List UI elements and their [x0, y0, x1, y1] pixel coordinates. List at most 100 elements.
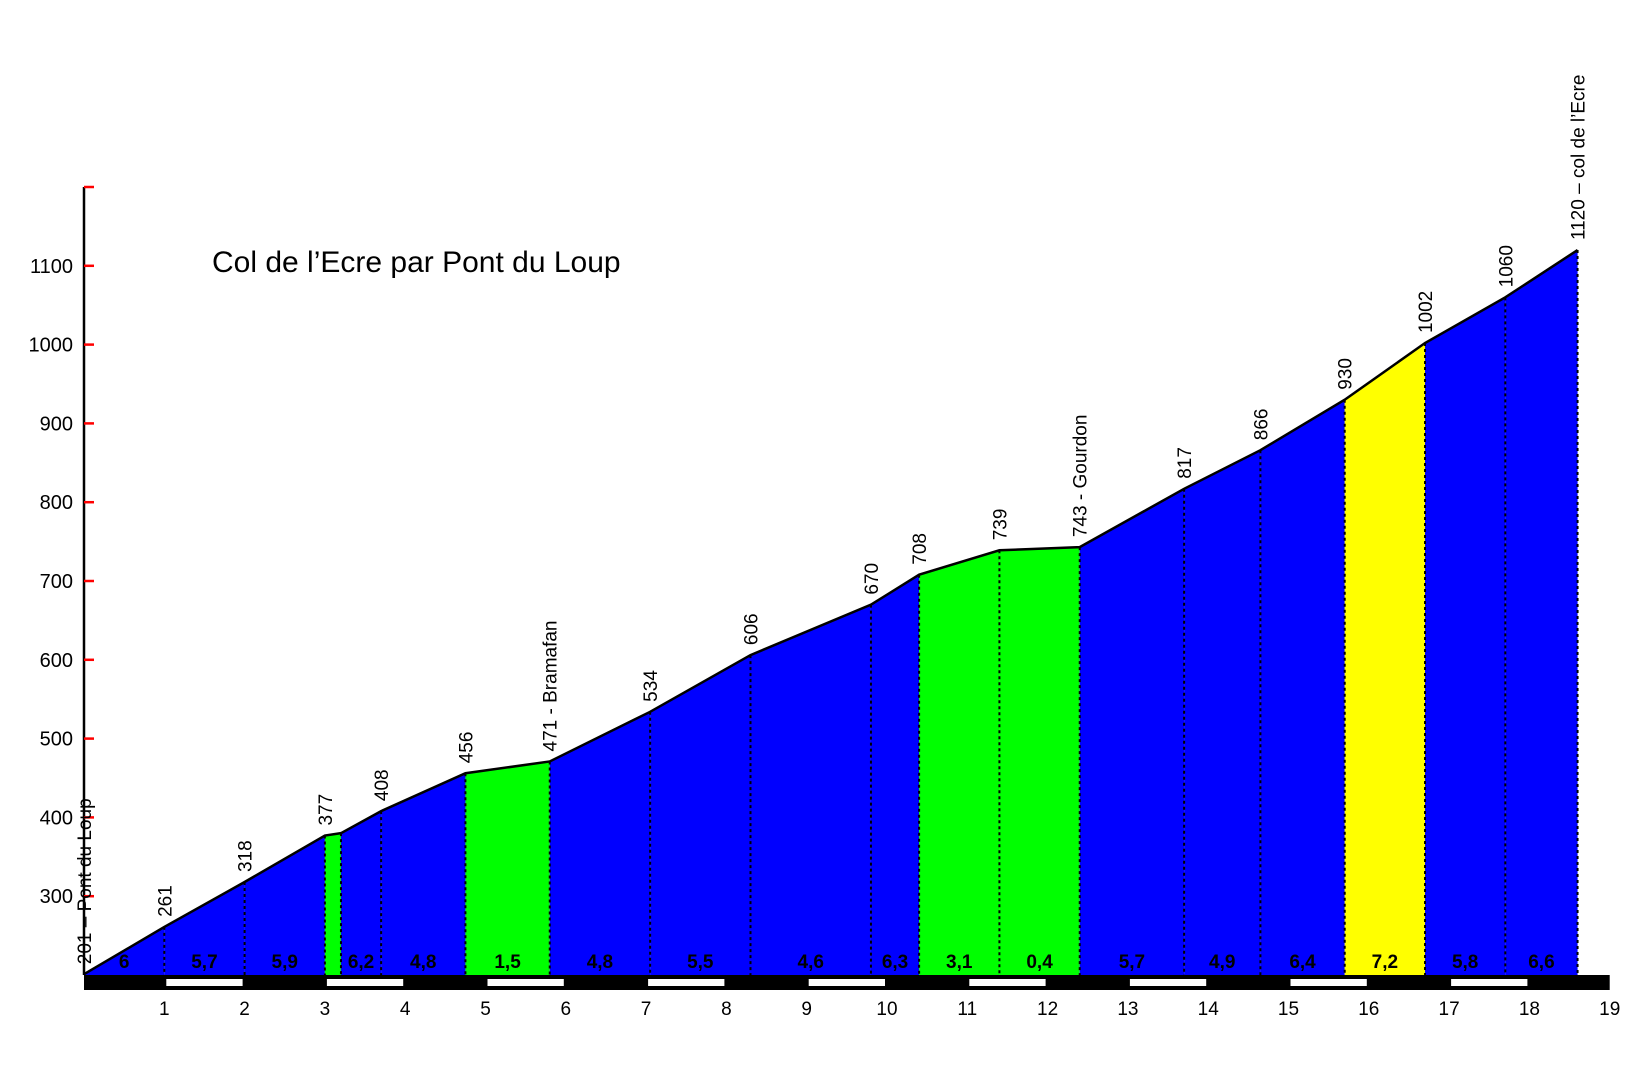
segment-area-18: [1425, 297, 1506, 975]
x-tick-label: 16: [1358, 999, 1379, 1020]
gradient-label: 4,8: [410, 952, 436, 973]
profile-line: [83, 248, 1579, 976]
gradient-label: 6,6: [1528, 952, 1554, 973]
x-tick-label: 1: [159, 999, 170, 1020]
y-tick-label: 1000: [29, 335, 74, 357]
gradient-label: 7,2: [1372, 952, 1398, 973]
altitude-label: 534: [641, 670, 662, 702]
x-tick-label: 7: [641, 999, 652, 1020]
x-tick-label: 9: [801, 999, 812, 1020]
x-tick-label: 11: [957, 999, 977, 1020]
x-tick-label: 6: [561, 999, 572, 1020]
chart-title: Col de l’Ecre par Pont du Loup: [212, 246, 621, 279]
altitude-label: 471 - Bramafan: [541, 620, 562, 751]
x-tick-label: 13: [1117, 999, 1138, 1020]
y-tick-label: 1100: [30, 256, 73, 278]
altitude-label: 1120 – col de l’Ecre: [1569, 75, 1590, 240]
gradient-labels: 6 5,7 5,9 6,2 4,8 1,5 4,8 5,5 4,6 6,3 3,1 0,4 5,7 4,9…: [119, 952, 1555, 973]
y-axis: 300 400 500 600 700 800 900 1000 1100: [29, 185, 94, 975]
x-tick-label: 15: [1278, 999, 1299, 1020]
gradient-label: 3,1: [946, 952, 973, 973]
altitude-label: 408: [372, 769, 393, 801]
gradient-label: 5,5: [687, 952, 714, 973]
gradient-label: 0,4: [1026, 952, 1053, 973]
x-axis-bar-white-block: [487, 979, 564, 986]
altitude-label: 456: [456, 732, 477, 764]
gradient-label: 1,5: [494, 952, 521, 973]
x-axis-bar-white-block: [808, 979, 885, 986]
segment-area-2: [164, 882, 245, 975]
segment-area-15: [1184, 450, 1261, 975]
x-axis: 1 2 3 4 5 6 7 8 9 10 11 12 13 14 15 16 17 18 19: [84, 975, 1620, 1020]
gradient-label: 5,8: [1452, 952, 1478, 973]
altitude-label: 670: [862, 563, 883, 595]
altitude-label: 817: [1175, 447, 1196, 479]
segment-area-16: [1260, 399, 1345, 975]
x-axis-bar-white-block: [326, 979, 404, 986]
x-tick-label: 18: [1519, 999, 1540, 1020]
altitude-label: 606: [741, 613, 762, 645]
x-tick-label: 10: [876, 999, 897, 1020]
profile-segments: [84, 250, 1578, 976]
x-tick-label: 3: [320, 999, 331, 1020]
segment-area-4: [324, 833, 341, 975]
y-tick-label: 900: [40, 413, 73, 435]
x-tick-label: 14: [1198, 999, 1220, 1020]
segment-area-10: [750, 604, 871, 975]
altitude-label: 1060: [1496, 245, 1517, 287]
segment-separators: [163, 250, 1579, 975]
altitude-label: 739: [990, 509, 1011, 541]
x-axis-bar-white-block: [1451, 979, 1528, 986]
altitude-label: 1002: [1416, 291, 1437, 333]
gradient-label: 4,8: [587, 952, 613, 973]
segment-area-9: [650, 655, 751, 975]
gradient-label: 5,7: [1119, 952, 1145, 973]
x-tick-label: 4: [400, 999, 411, 1020]
gradient-label: 6,4: [1289, 952, 1316, 973]
y-tick-label: 600: [40, 650, 73, 672]
segment-area-14: [1079, 488, 1185, 975]
x-axis-bar-white-block: [166, 979, 243, 986]
gradient-label: 6,2: [348, 952, 374, 973]
segment-area-13: [999, 547, 1080, 975]
altitude-label: 318: [236, 840, 257, 872]
y-tick-label: 300: [40, 886, 73, 908]
gradient-label: 4,6: [798, 952, 824, 973]
x-tick-label: 19: [1599, 999, 1620, 1020]
y-tick-label: 700: [40, 571, 73, 593]
altitude-label: 261: [155, 885, 176, 917]
altitude-labels: 201 – Pont du Loup 261 318 377 408 456 471 - B…: [75, 75, 1590, 965]
altitude-label: 708: [910, 533, 931, 565]
altitude-label: 201 – Pont du Loup: [75, 798, 96, 964]
y-tick-label: 800: [40, 492, 73, 514]
segment-area-19: [1505, 250, 1578, 976]
segment-area-8: [549, 711, 651, 975]
y-tick-label: 500: [40, 729, 73, 751]
y-tick-label: 400: [40, 807, 73, 829]
segment-area-11: [870, 574, 920, 975]
altitude-label: 743 - Gourdon: [1071, 415, 1092, 538]
gradient-label: 6,3: [882, 952, 908, 973]
x-tick-label: 8: [721, 999, 732, 1020]
altitude-label: 866: [1251, 408, 1272, 440]
segment-area-7: [465, 761, 550, 975]
x-axis-bar-white-block: [969, 979, 1046, 986]
segment-area-6: [381, 773, 466, 975]
segment-area-12: [919, 550, 1000, 975]
x-tick-label: 2: [239, 999, 250, 1020]
gradient-label: 4,9: [1209, 952, 1235, 973]
altitude-label: 377: [316, 794, 337, 826]
gradient-label: 5,7: [191, 952, 217, 973]
x-axis-bar-white-block: [1290, 979, 1367, 986]
x-axis-bar-white-block: [1129, 979, 1207, 986]
gradient-label: 5,9: [272, 952, 298, 973]
profile-outline: [83, 248, 1579, 976]
gradient-label: 6: [119, 952, 130, 973]
x-axis-bar-white-block: [648, 979, 725, 986]
segment-area-17: [1344, 343, 1426, 975]
x-tick-label: 5: [480, 999, 491, 1020]
x-tick-label: 17: [1439, 999, 1460, 1020]
altitude-label: 930: [1336, 358, 1357, 390]
x-tick-label: 12: [1037, 999, 1058, 1020]
